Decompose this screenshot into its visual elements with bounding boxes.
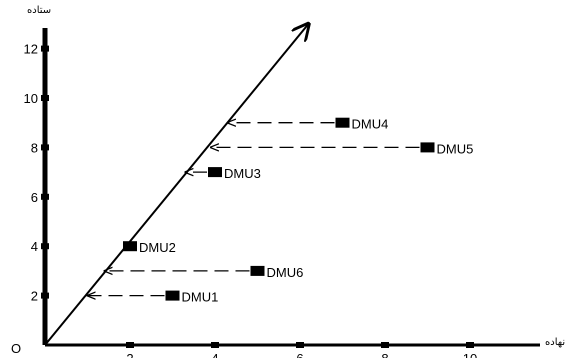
point-label-dmu6: DMU6 [267,265,304,280]
x-tick-label: 4 [211,351,218,358]
point-label-dmu1: DMU1 [182,290,219,305]
efficient-frontier [44,24,309,346]
point-label-dmu4: DMU4 [352,117,389,132]
x-tick-mark [381,342,389,348]
x-axis-label: نهاده [545,337,565,348]
point-dmu1 [165,290,180,301]
y-tick-label: 10 [24,91,38,106]
y-tick-mark [41,95,49,101]
point-label-dmu3: DMU3 [224,166,261,181]
y-tick-label: 12 [24,42,38,57]
projection-lines [88,123,420,296]
y-tick-mark [41,45,49,52]
x-tick-mark [466,342,474,348]
y-axis-label: ستاده [27,5,51,16]
point-dmu5 [420,142,435,153]
y-tick-mark [41,193,49,200]
y-tick-label: 2 [31,289,38,304]
point-label-dmu2: DMU2 [139,240,176,255]
y-tick-mark [41,243,49,250]
x-tick-label: 6 [296,351,303,358]
point-dmu2 [123,241,137,252]
y-tick-mark [41,144,49,151]
x-tick-mark [296,342,304,348]
y-tick-label: 6 [31,190,38,205]
x-tick-label: 2 [126,351,133,358]
x-tick-label: 8 [381,351,388,358]
y-tick-mark [41,292,49,299]
point-dmu6 [250,265,265,276]
y-tick-label: 4 [31,239,38,254]
x-tick-label: 10 [463,351,477,358]
point-dmu4 [335,117,350,128]
dmu-points: DMU1 DMU2 DMU3 DMU4 DMU5 DMU6 [123,117,473,305]
origin-label: O [11,341,21,356]
point-label-dmu5: DMU5 [437,141,474,156]
frontier-line [44,24,309,346]
y-axis-ticks: 2 4 6 8 10 12 [24,42,49,304]
x-axis-ticks: 2 4 6 8 10 [126,342,477,358]
x-tick-mark [211,342,219,348]
x-tick-mark [126,342,134,348]
y-tick-label: 8 [31,140,38,155]
point-dmu3 [208,167,222,178]
